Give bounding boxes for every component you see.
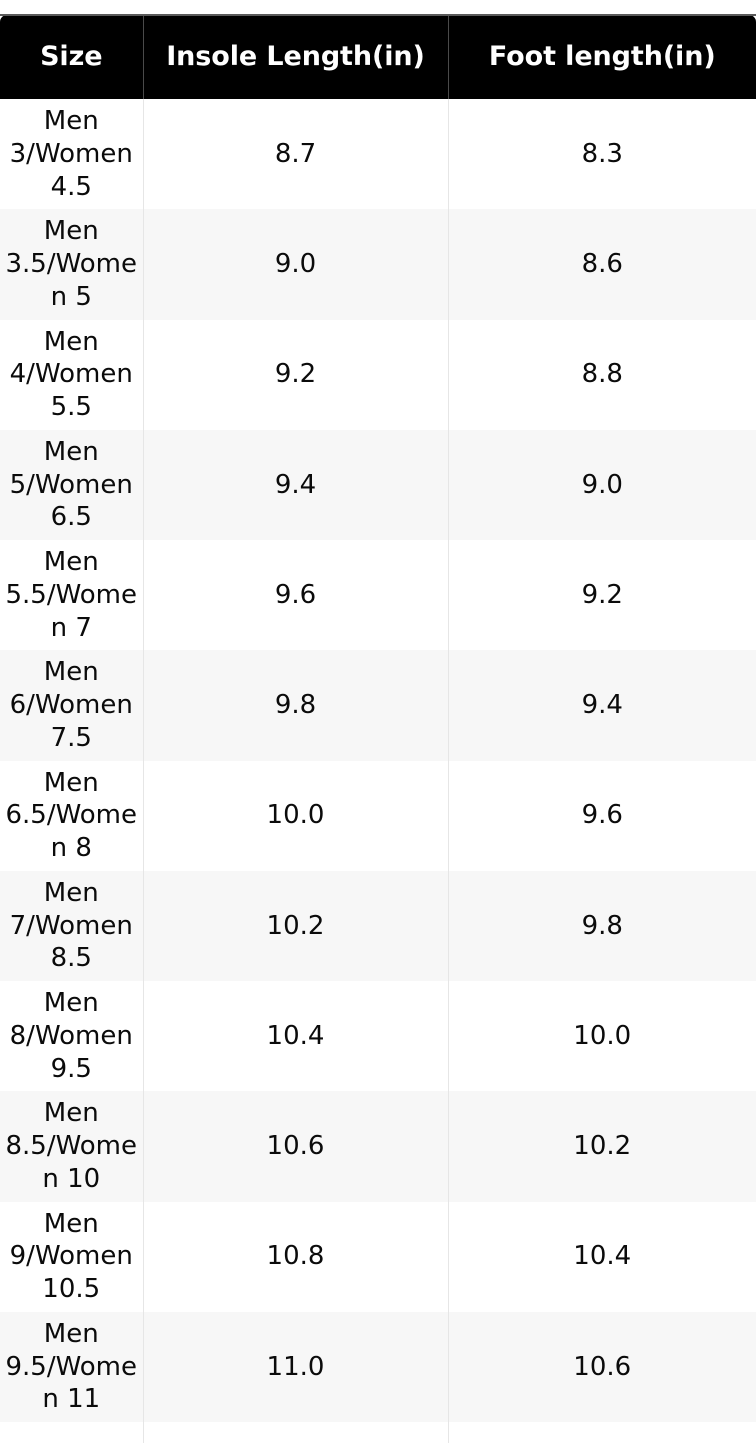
cell-size: Men 7/Women 8.5 — [0, 870, 144, 981]
table-row: Men 8/Women 9.5 10.4 10.0 — [0, 981, 756, 1092]
cell-size: Men 5.5/Women 7 — [0, 540, 144, 651]
cell-size: Men 8.5/Women 10 — [0, 1091, 144, 1202]
cell-insole-length: 10.0 — [143, 760, 449, 871]
cell-insole-length: 10.8 — [143, 1201, 449, 1312]
cell-size: Men 8/Women 9.5 — [0, 981, 144, 1092]
cell-foot-length: 10.0 — [448, 981, 756, 1092]
table-row: Men 9.5/Women 11 11.0 10.6 — [0, 1311, 756, 1422]
cell-insole-length: 11.4 — [143, 1422, 449, 1443]
cell-foot-length: 9.6 — [448, 760, 756, 871]
cell-size: Men 9.5/Women 11 — [0, 1311, 144, 1422]
cell-foot-length: 11.0 — [448, 1422, 756, 1443]
cell-insole-length: 9.0 — [143, 209, 449, 320]
table-row: Men 3.5/Women 5 9.0 8.6 — [0, 209, 756, 320]
cell-foot-length: 8.6 — [448, 209, 756, 320]
cell-foot-length: 8.8 — [448, 319, 756, 430]
cell-size: Men 9/Women 10.5 — [0, 1201, 144, 1312]
shoe-size-chart-table: Size Insole Length(in) Foot length(in) M… — [0, 14, 756, 1443]
cell-foot-length: 10.4 — [448, 1201, 756, 1312]
cell-size: Men 3/Women 4.5 — [0, 99, 144, 210]
cell-size: Men 4/Women 5.5 — [0, 319, 144, 430]
table-row: Men 6.5/Women 8 10.0 9.6 — [0, 760, 756, 871]
table-row: Men 5.5/Women 7 9.6 9.2 — [0, 540, 756, 651]
table-row: Men 6/Women 7.5 9.8 9.4 — [0, 650, 756, 761]
cell-insole-length: 10.4 — [143, 981, 449, 1092]
table-row: Men 7/Women 8.5 10.2 9.8 — [0, 870, 756, 981]
cell-insole-length: 10.2 — [143, 870, 449, 981]
cell-foot-length: 9.4 — [448, 650, 756, 761]
table-row: Men 4/Women 5.5 9.2 8.8 — [0, 319, 756, 430]
table-row: Men 5/Women 6.5 9.4 9.0 — [0, 429, 756, 540]
cell-foot-length: 9.2 — [448, 540, 756, 651]
cell-foot-length: 9.8 — [448, 870, 756, 981]
cell-insole-length: 9.2 — [143, 319, 449, 430]
cell-foot-length: 10.6 — [448, 1311, 756, 1422]
table-body: Men 3/Women 4.5 8.7 8.3 Men 3.5/Women 5 … — [0, 99, 756, 1443]
cell-size: Men 6.5/Women 8 — [0, 760, 144, 871]
cell-size: Men 5/Women 6.5 — [0, 429, 144, 540]
cell-insole-length: 11.0 — [143, 1311, 449, 1422]
table-row: Men 8.5/Women 10 10.6 10.2 — [0, 1091, 756, 1202]
cell-insole-length: 9.6 — [143, 540, 449, 651]
cell-foot-length: 10.2 — [448, 1091, 756, 1202]
column-header-insole-length: Insole Length(in) — [143, 15, 449, 99]
cell-insole-length: 9.8 — [143, 650, 449, 761]
cell-foot-length: 9.0 — [448, 429, 756, 540]
table-header: Size Insole Length(in) Foot length(in) — [0, 15, 756, 99]
cell-insole-length: 9.4 — [143, 429, 449, 540]
cell-size: Men 3.5/Women 5 — [0, 209, 144, 320]
cell-size: Men 6/Women 7.5 — [0, 650, 144, 761]
column-header-foot-length: Foot length(in) — [448, 15, 756, 99]
cell-foot-length: 8.3 — [448, 99, 756, 210]
table-row: Men 3/Women 4.5 8.7 8.3 — [0, 99, 756, 210]
header-row: Size Insole Length(in) Foot length(in) — [0, 15, 756, 99]
size-chart-container: Size Insole Length(in) Foot length(in) M… — [0, 14, 756, 1443]
cell-insole-length: 10.6 — [143, 1091, 449, 1202]
cell-insole-length: 8.7 — [143, 99, 449, 210]
table-row: Men 9/Women 10.5 10.8 10.4 — [0, 1201, 756, 1312]
column-header-size: Size — [0, 15, 144, 99]
